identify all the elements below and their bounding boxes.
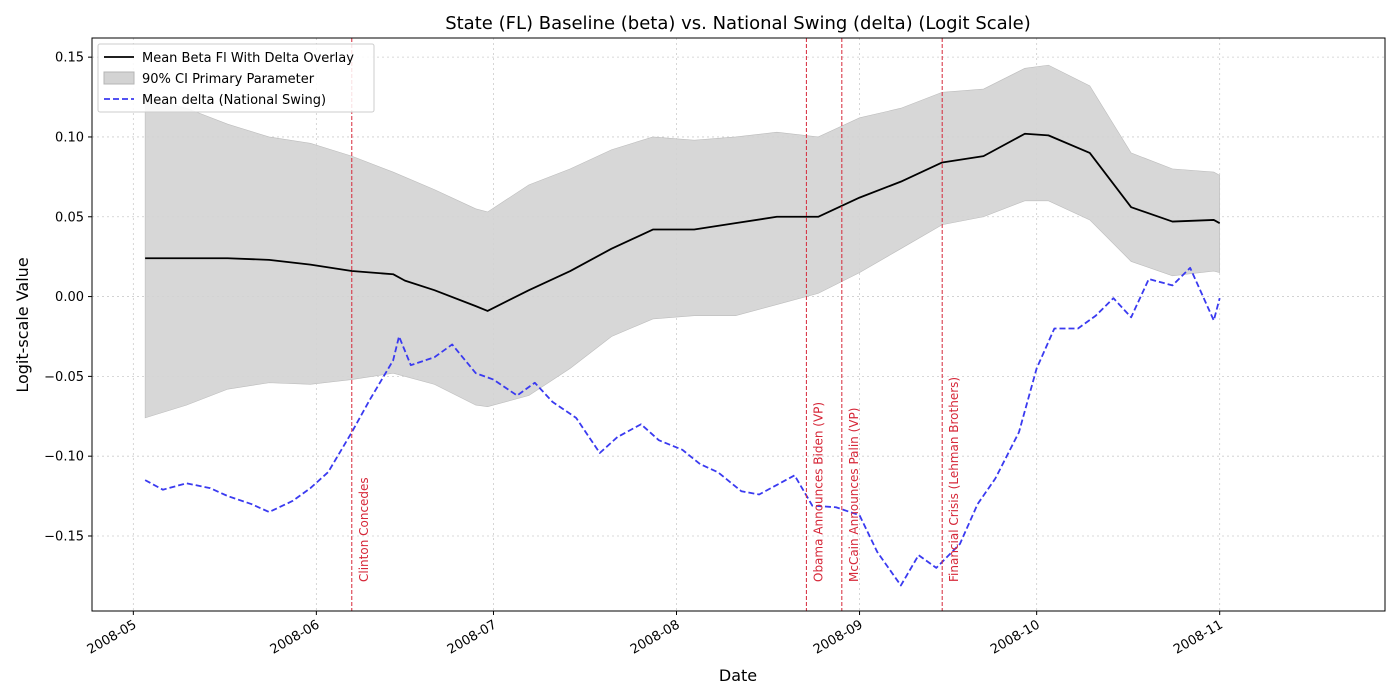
legend-box — [97, 43, 375, 113]
y-tick-label: 0.00 — [55, 290, 84, 305]
legend: Mean Beta Fl With Delta Overlay 90% CI P… — [97, 43, 375, 113]
x-tick-label: 2008-11 — [1171, 617, 1226, 657]
event-label: McCain Announces Palin (VP) — [847, 408, 861, 582]
y-tick-label: 0.05 — [55, 210, 84, 225]
x-tick-label: 2008-07 — [445, 617, 500, 657]
y-tick-label: 0.10 — [55, 130, 84, 145]
legend-swatch-ci — [103, 71, 135, 85]
y-axis-label: Logit-scale Value — [13, 257, 32, 392]
y-tick-label: −0.05 — [44, 370, 84, 385]
event-label: Clinton Concedes — [357, 477, 371, 582]
chart-title: State (FL) Baseline (beta) vs. National … — [445, 13, 1031, 34]
x-tick-label: 2008-05 — [85, 617, 140, 657]
delta-mean-line — [144, 266, 1221, 587]
plot-area: Clinton Concedes Obama Announces Biden (V… — [44, 37, 1386, 658]
y-tick-label: −0.10 — [44, 450, 84, 465]
legend-label-beta: Mean Beta Fl With Delta Overlay — [142, 51, 354, 66]
y-tick-label: 0.15 — [55, 51, 84, 66]
x-tick-label: 2008-06 — [268, 617, 323, 657]
beta-mean-line — [145, 132, 1221, 312]
axes-frame — [91, 37, 1386, 612]
event-label: Obama Announces Biden (VP) — [811, 402, 825, 582]
x-axis-label: Date — [719, 666, 757, 685]
y-tick-label: −0.15 — [44, 529, 84, 544]
x-tick-label: 2008-09 — [811, 617, 866, 657]
legend-label-ci: 90% CI Primary Parameter — [142, 72, 315, 87]
x-tick-label: 2008-10 — [988, 617, 1043, 657]
legend-label-delta: Mean delta (National Swing) — [142, 93, 326, 108]
event-label: Financial Crisis (Lehman Brothers) — [947, 377, 961, 582]
x-tick-label: 2008-08 — [628, 617, 683, 657]
ci-band — [144, 64, 1220, 419]
